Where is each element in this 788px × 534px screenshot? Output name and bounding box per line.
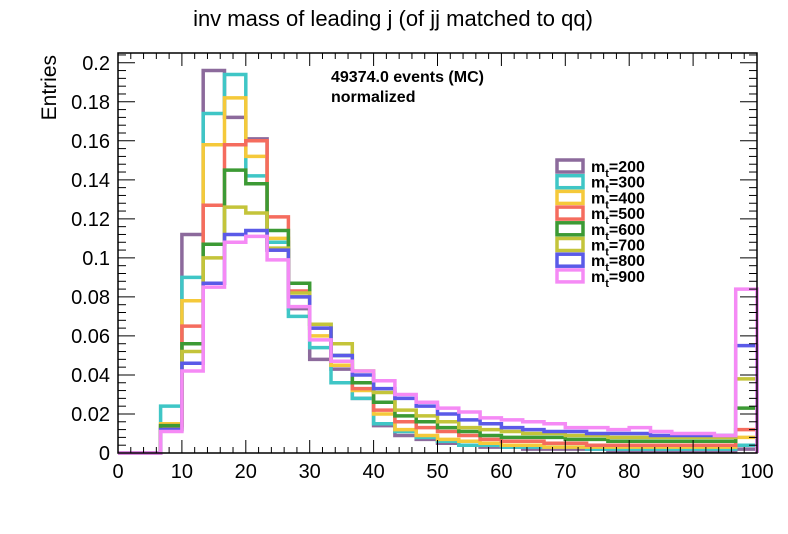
y-tick-label: 0.12 (71, 209, 110, 231)
legend: mt=200mt=300mt=400mt=500mt=600mt=700mt=8… (555, 158, 645, 290)
y-tick-label: 0.2 (82, 53, 110, 75)
x-tick-label: 40 (362, 461, 384, 483)
legend-label: mt=400 (591, 190, 645, 211)
y-tick-label: 0.04 (71, 365, 110, 387)
series-line-2 (118, 96, 759, 455)
y-axis-label: Entries (38, 55, 61, 120)
legend-swatch (555, 268, 585, 284)
legend-swatch (555, 236, 585, 253)
x-tick-label: 60 (490, 461, 512, 483)
x-tick-label: 100 (740, 461, 773, 483)
y-tick-label: 0.18 (71, 92, 110, 114)
y-tick-label: 0.06 (71, 326, 110, 348)
x-tick-label: 70 (554, 461, 576, 483)
legend-swatch (555, 205, 585, 221)
legend-label: mt=500 (591, 206, 645, 227)
y-tick-label: 0 (99, 443, 110, 465)
chart-title: inv mass of leading j (of jj matched to … (193, 6, 593, 31)
x-tick-label: 20 (235, 461, 257, 483)
y-tick-label: 0.14 (71, 170, 110, 192)
y-tick-label: 0.1 (82, 248, 110, 270)
legend-swatch (555, 252, 585, 268)
legend-swatch (555, 173, 585, 190)
legend-entry: mt=500 (555, 205, 645, 227)
legend-label: mt=300 (591, 175, 645, 196)
legend-label: mt=900 (591, 269, 645, 290)
legend-swatch (555, 158, 585, 174)
x-tick-label: 10 (171, 461, 193, 483)
series-line-7 (118, 234, 759, 455)
legend-label: mt=200 (591, 159, 645, 180)
y-tick-label: 0.16 (71, 131, 110, 153)
legend-label: mt=600 (591, 222, 645, 243)
y-tick-label: 0.02 (71, 404, 110, 426)
legend-label: mt=700 (591, 238, 645, 259)
events-annotation: 49374.0 events (MC) (331, 69, 484, 86)
legend-entry: mt=900 (555, 268, 645, 290)
x-tick-label: 0 (112, 461, 123, 483)
series-layer (118, 68, 759, 455)
legend-swatch (555, 189, 585, 206)
series-line-0 (118, 68, 759, 455)
legend-swatch (555, 221, 585, 237)
axis-ticks: 0 10 20 30 40 50 60 70 80 90 100 0 0.02 0.04 0.06 0.08 0… (71, 53, 774, 483)
legend-label: mt=800 (591, 253, 645, 274)
x-tick-label: 50 (426, 461, 448, 483)
series-line-1 (118, 72, 759, 455)
x-tick-label: 90 (682, 461, 704, 483)
legend-entry: mt=400 (555, 189, 645, 211)
series-line-5 (118, 205, 759, 455)
x-tick-label: 80 (618, 461, 640, 483)
legend-entry: mt=800 (555, 252, 645, 274)
legend-entry: mt=300 (555, 173, 645, 196)
legend-entry: mt=200 (555, 158, 645, 180)
y-tick-label: 0.08 (71, 287, 110, 309)
legend-entry: mt=700 (555, 236, 645, 259)
x-tick-label: 30 (299, 461, 321, 483)
normalized-annotation: normalized (331, 89, 415, 106)
legend-entry: mt=600 (555, 221, 645, 243)
